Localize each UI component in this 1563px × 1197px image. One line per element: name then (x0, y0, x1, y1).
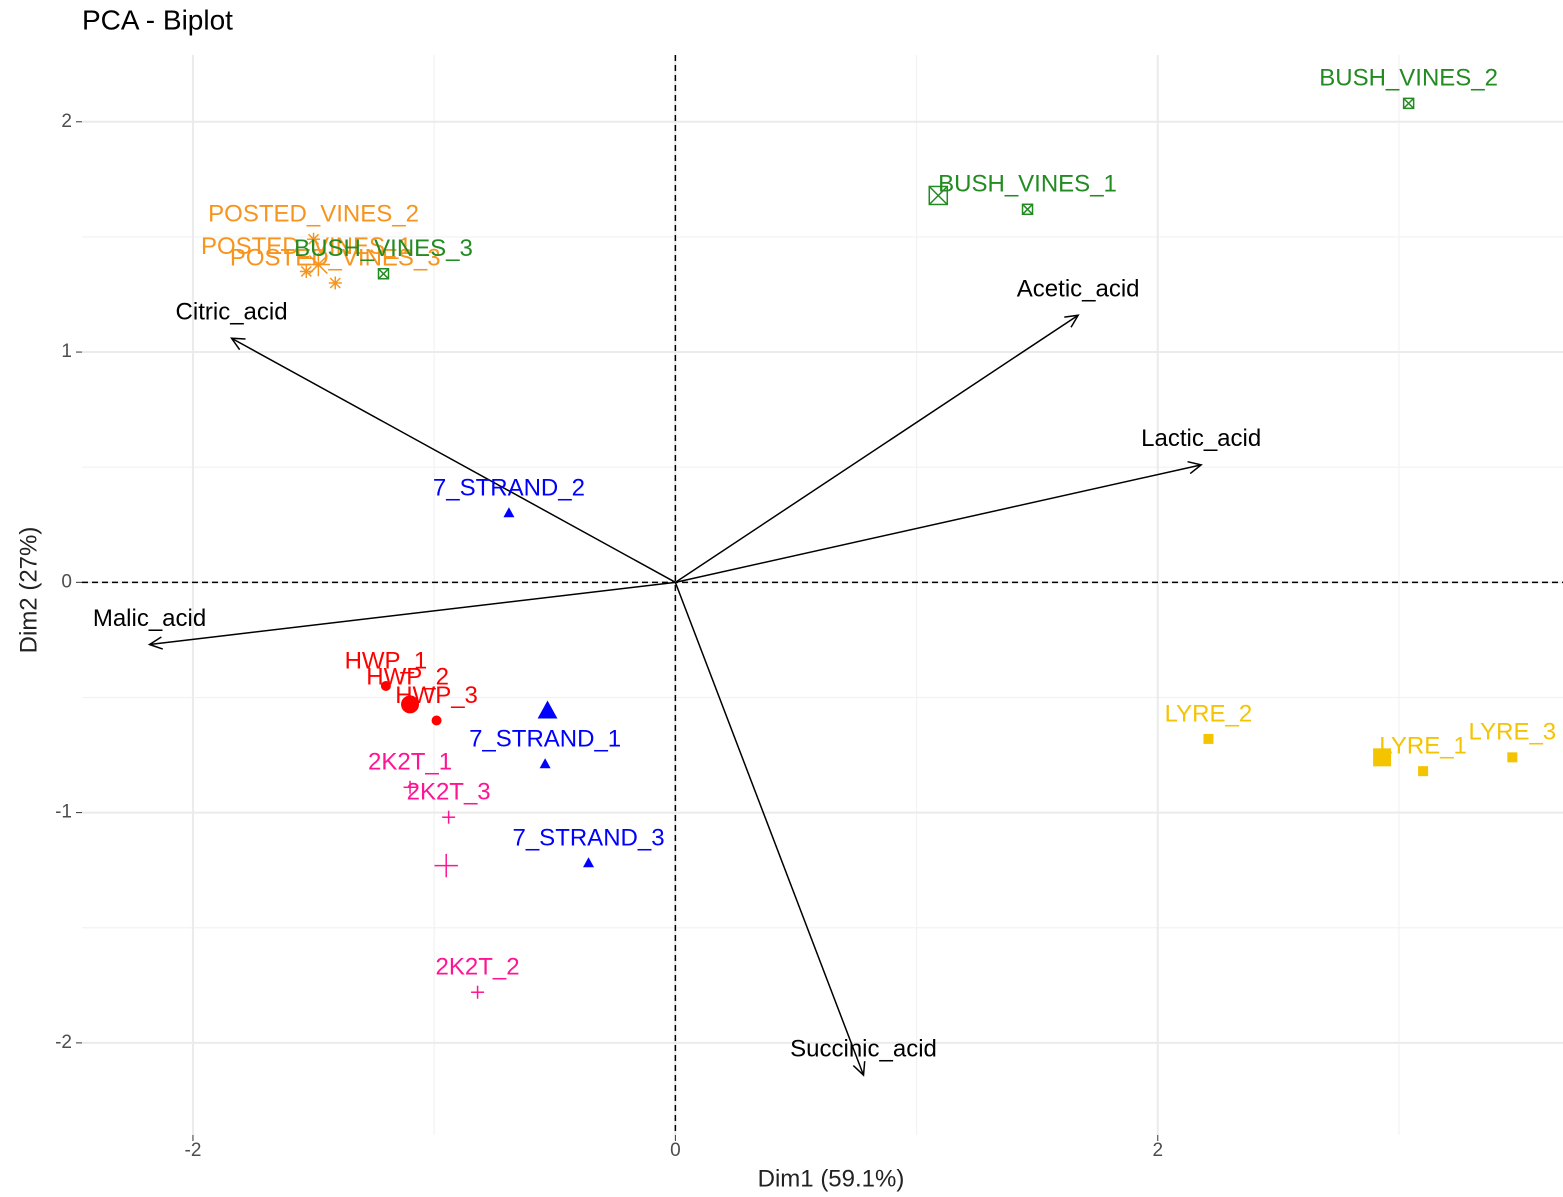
arrow-shaft (149, 581, 676, 646)
point-label: 2K2T_3 (407, 779, 491, 806)
point-part (431, 715, 442, 726)
point-part (300, 265, 312, 277)
arrow-head (230, 337, 246, 351)
point (431, 715, 442, 726)
x-tick-label: -2 (185, 1140, 202, 1161)
point (1203, 733, 1214, 744)
point (537, 700, 558, 719)
point (434, 853, 458, 878)
point-part (380, 680, 391, 691)
y-tick-label: 2 (61, 111, 72, 132)
point-label: 7_STRAND_3 (512, 825, 664, 852)
point-label: 2K2T_2 (436, 954, 520, 981)
variable-arrow (674, 314, 1080, 583)
point-part (1403, 97, 1415, 109)
point-label: 2K2T_1 (368, 749, 452, 776)
point-part (1021, 203, 1034, 215)
variable-arrow (147, 581, 676, 650)
point-label: POSTED_VINES_1 (201, 233, 412, 260)
y-tick-label: -1 (55, 802, 72, 823)
point (539, 758, 551, 769)
point (377, 268, 390, 280)
point-part (377, 268, 390, 280)
x-axis-label: Dim1 (59.1%) (758, 1165, 905, 1192)
arrow-head (1064, 314, 1080, 328)
point (1418, 766, 1429, 777)
point-part (928, 185, 949, 206)
point (306, 252, 331, 277)
point (328, 276, 342, 290)
point (1507, 752, 1518, 763)
point-label: POSTED_VINES_3 (230, 244, 441, 271)
point (307, 232, 321, 246)
arrow-shaft (674, 314, 1079, 583)
point (928, 185, 949, 206)
point-part (1402, 97, 1415, 110)
point-part (1418, 766, 1429, 777)
point-part (537, 700, 558, 719)
point-label: LYRE_1 (1379, 733, 1467, 760)
point-part (308, 233, 320, 245)
point-part (1203, 733, 1214, 744)
point (583, 857, 595, 868)
chart-title: PCA - Biplot (82, 4, 233, 35)
arrow-shaft (675, 464, 1202, 584)
y-tick-label: 0 (61, 571, 72, 592)
variable-arrow (674, 582, 866, 1077)
point-part (329, 277, 341, 289)
point (299, 264, 313, 278)
point-label: LYRE_3 (1469, 719, 1557, 746)
point-label: LYRE_2 (1165, 700, 1253, 727)
point-label: 7_STRAND_2 (433, 475, 585, 502)
point-part (583, 857, 595, 868)
point-label: HWP_1 (345, 647, 428, 674)
point (503, 507, 515, 518)
variable-label: Succinic_acid (790, 1035, 937, 1062)
point (1373, 748, 1392, 767)
variable-arrow (675, 460, 1203, 584)
point (380, 680, 391, 691)
x-tick-label: 0 (670, 1140, 681, 1161)
variable-label: Citric_acid (176, 299, 288, 326)
point-part (928, 185, 948, 205)
y-tick-label: 1 (61, 341, 72, 362)
point-part (402, 697, 413, 708)
y-axis-label: Dim2 (27%) (15, 527, 42, 654)
point (1021, 203, 1034, 216)
point (471, 985, 485, 999)
arrow-head (1187, 460, 1203, 475)
point (1402, 97, 1415, 110)
x-tick-label: 2 (1152, 1140, 1163, 1161)
point-part (377, 268, 390, 280)
variable-label: Lactic_acid (1141, 425, 1261, 452)
point-part (1021, 203, 1034, 216)
point (402, 697, 413, 708)
point-part (503, 507, 515, 518)
point-label: HWP_3 (395, 682, 478, 709)
arrow-shaft (231, 337, 676, 583)
point (403, 780, 417, 794)
variable-label: Malic_acid (93, 605, 206, 632)
point-label: BUSH_VINES_2 (1319, 65, 1498, 92)
point-label: POSTED_VINES_2 (208, 201, 419, 228)
point-label: HWP_2 (366, 663, 449, 690)
y-tick-label: -2 (55, 1032, 72, 1053)
point-label: BUSH_VINES_1 (938, 171, 1117, 198)
variable-arrow (230, 337, 676, 583)
point-part (539, 758, 551, 769)
arrow-shaft (674, 582, 865, 1076)
arrow-head (852, 1061, 866, 1077)
point-part (1373, 748, 1392, 767)
point-label: BUSH_VINES_3 (294, 235, 473, 262)
point-part (308, 255, 328, 275)
variable-label: Acetic_acid (1017, 276, 1140, 303)
arrow-head (147, 636, 164, 650)
point-label: 7_STRAND_1 (469, 726, 621, 753)
point (442, 810, 456, 824)
point-part (1507, 752, 1518, 763)
